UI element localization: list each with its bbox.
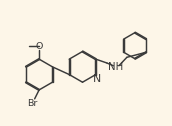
Text: N: N bbox=[93, 74, 101, 84]
Text: O: O bbox=[35, 42, 43, 51]
Text: NH: NH bbox=[109, 61, 124, 72]
Text: Br: Br bbox=[27, 99, 37, 108]
